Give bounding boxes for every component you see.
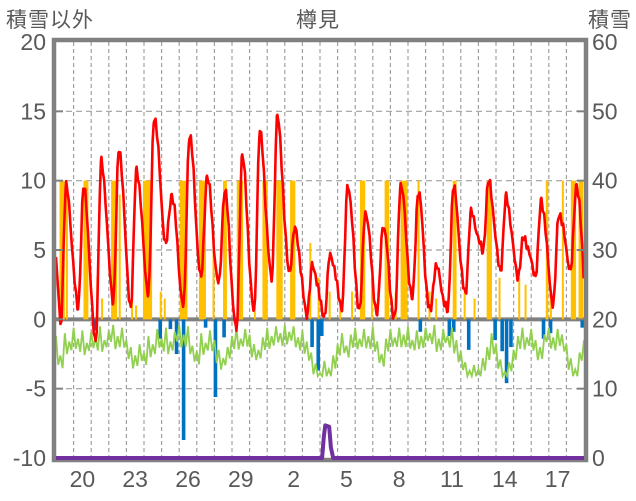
sunshine-bar: [400, 180, 408, 320]
precipitation-bar: [548, 319, 553, 334]
precipitation-bar: [504, 319, 509, 384]
right-axis-tick-label: 40: [592, 168, 618, 194]
sunshine-bar: [328, 291, 331, 320]
sunshine-bar: [524, 284, 527, 320]
right-axis-tick-label: 50: [592, 98, 618, 124]
x-axis-tick-label: 29: [228, 466, 254, 492]
precipitation-bar: [500, 319, 504, 352]
sunshine-bar: [518, 277, 521, 320]
precipitation-bar: [222, 319, 226, 338]
sunshine-bar: [223, 180, 227, 320]
sunshine-bar: [561, 180, 564, 320]
left-axis-tick-label: 10: [20, 168, 46, 194]
right-axis-tick-label: 30: [592, 237, 618, 263]
precipitation-bar: [447, 319, 452, 336]
sunshine-bar: [549, 291, 552, 320]
left-axis-tick-label: 20: [20, 29, 46, 55]
sunshine-bar: [142, 180, 153, 320]
precipitation-bar: [158, 319, 162, 339]
sunshine-bar: [351, 291, 354, 320]
x-axis-tick-label: 14: [492, 466, 518, 492]
sunshine-bar: [135, 305, 138, 320]
sunshine-bar: [212, 250, 215, 320]
precipitation-bar: [181, 319, 186, 440]
sunshine-bar: [473, 298, 476, 320]
green-line-group: [55, 324, 585, 380]
sunshine-bar: [159, 291, 162, 320]
sunshine-bar: [276, 180, 283, 320]
sunshine-bar: [452, 180, 457, 320]
sunshine-bar: [101, 298, 104, 320]
sunshine-bar: [262, 180, 268, 320]
right-axis-tick-label: 60: [592, 29, 618, 55]
right-axis-tick-label: 20: [592, 306, 618, 332]
right-axis-tick-label: 10: [592, 376, 618, 402]
snow-depth-line: [56, 423, 584, 460]
chart-title: 樽見: [296, 9, 340, 32]
sunshine-bar: [370, 277, 373, 320]
precipitation-bar: [319, 319, 324, 336]
x-axis-tick-label: 26: [175, 466, 201, 492]
sunshine-bar: [463, 291, 466, 320]
green-line: [55, 324, 585, 380]
sunshine-bar: [65, 194, 68, 320]
sunshine-bar: [435, 298, 438, 320]
sunshine-bar: [118, 194, 121, 320]
precipitation-bar: [466, 319, 471, 350]
precipitation-bar: [310, 319, 314, 348]
x-axis-tick-label: 17: [545, 466, 571, 492]
left-axis-tick-label: -10: [13, 445, 46, 471]
right-axis-title: 積雪: [588, 9, 632, 32]
precipitation-bar: [541, 319, 546, 339]
precipitation-bar: [451, 319, 456, 332]
x-axis-tick-label: 20: [70, 466, 96, 492]
sunshine-bar: [179, 180, 188, 320]
right-axis-tick-label: 0: [592, 445, 605, 471]
sunshine-bar: [83, 180, 89, 320]
precipitation-bar: [493, 319, 497, 341]
precipitation-bar: [316, 319, 321, 371]
sunshine-bar: [486, 180, 492, 320]
precipitation-bar: [203, 319, 208, 328]
x-axis-tick-label: 11: [440, 466, 464, 492]
x-axis-tick-label: 8: [393, 466, 406, 492]
sunshine-bar: [163, 298, 166, 320]
snow-depth-group: [56, 423, 584, 460]
temperature-line: [55, 113, 585, 343]
x-axis-tick-label: 2: [287, 466, 300, 492]
left-axis-tick-label: 15: [20, 98, 46, 124]
precipitation-bar: [580, 319, 585, 328]
sunshine-bar: [111, 180, 118, 320]
left-axis-tick-label: -5: [26, 376, 46, 402]
left-axis-tick-label: 0: [33, 306, 46, 332]
precipitation-bar: [509, 319, 513, 348]
temperature-line-group: [55, 113, 585, 343]
left-axis-tick-label: 5: [33, 237, 46, 263]
left-axis-title: 積雪以外: [6, 9, 94, 32]
sunshine-bar: [498, 277, 501, 320]
gridlines: [56, 42, 584, 458]
precipitation-bar: [418, 319, 423, 332]
precipitation-bar: [168, 319, 173, 330]
sunshine-bar: [417, 180, 420, 320]
x-axis-tick-label: 23: [122, 466, 148, 492]
x-axis-tick-label: 5: [340, 466, 353, 492]
